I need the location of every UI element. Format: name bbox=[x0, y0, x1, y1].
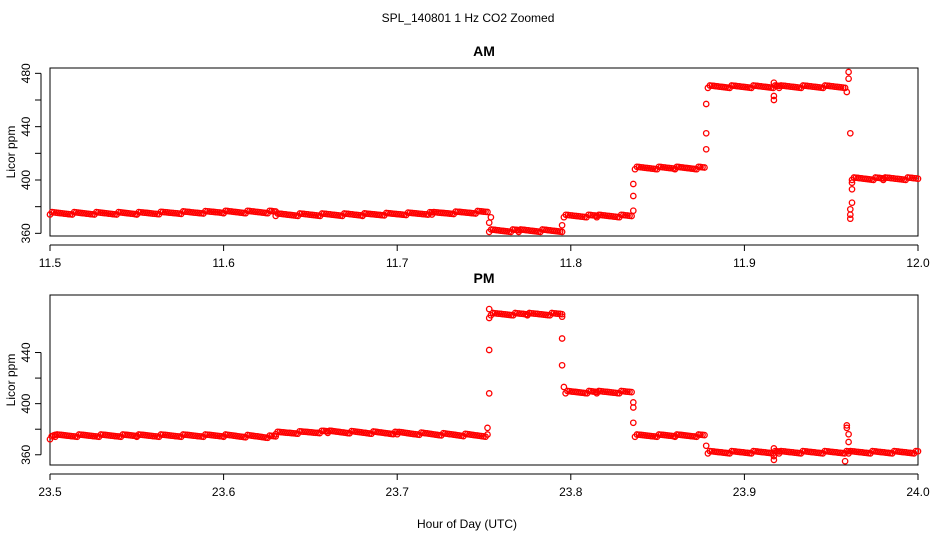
data-point bbox=[628, 388, 635, 396]
panel-am: AM Licor ppm 11.5 11.6 11.7 11.8 11.9 12.0 360 40… bbox=[4, 43, 930, 270]
data-point bbox=[843, 424, 851, 432]
data-point bbox=[629, 207, 637, 215]
x-tick-label: 23.8 bbox=[559, 485, 583, 499]
x-tick-label: 11.8 bbox=[560, 256, 583, 270]
data-point bbox=[846, 205, 854, 213]
data-point bbox=[702, 100, 710, 108]
data-point bbox=[841, 457, 849, 465]
data-point bbox=[484, 424, 491, 432]
data-point bbox=[848, 179, 856, 187]
data-point bbox=[558, 310, 566, 318]
data-point bbox=[770, 92, 778, 100]
data-point bbox=[558, 335, 566, 342]
data-series bbox=[46, 68, 922, 236]
y-tick-label: 440 bbox=[19, 342, 33, 362]
data-point bbox=[770, 452, 778, 460]
y-tick-label: 440 bbox=[19, 116, 33, 136]
data-point bbox=[770, 456, 778, 464]
panel-title: AM bbox=[473, 43, 495, 59]
data-point bbox=[485, 305, 493, 313]
data-series bbox=[46, 305, 922, 465]
data-point bbox=[848, 185, 856, 193]
data-point bbox=[629, 192, 637, 200]
data-point bbox=[701, 164, 708, 171]
data-point bbox=[845, 430, 852, 438]
y-tick-label: 480 bbox=[19, 63, 33, 83]
x-tick-label: 11.6 bbox=[212, 256, 235, 270]
data-point bbox=[845, 438, 852, 446]
data-point bbox=[629, 399, 637, 406]
y-axis-label: Licor ppm bbox=[4, 126, 18, 179]
data-point bbox=[843, 422, 851, 429]
data-point bbox=[846, 215, 854, 223]
x-tick-label: 11.5 bbox=[39, 256, 62, 270]
panel-pm: PM Licor ppm 23.5 23.6 23.7 23.8 23.9 24.0 360 40… bbox=[4, 270, 930, 499]
data-point bbox=[629, 180, 637, 188]
x-tick-label: 11.7 bbox=[386, 256, 409, 270]
data-point bbox=[848, 199, 856, 207]
data-point bbox=[843, 88, 851, 96]
data-point bbox=[485, 219, 493, 227]
data-point bbox=[558, 361, 566, 369]
data-point bbox=[701, 431, 708, 439]
data-point bbox=[770, 96, 778, 104]
data-point bbox=[485, 314, 493, 322]
data-point bbox=[845, 75, 852, 83]
data-point bbox=[770, 79, 778, 87]
plot-frame bbox=[49, 294, 919, 466]
data-point bbox=[485, 346, 493, 354]
data-point bbox=[914, 175, 922, 183]
data-point bbox=[558, 221, 566, 229]
data-point bbox=[560, 383, 568, 391]
panels: AM Licor ppm 11.5 11.6 11.7 11.8 11.9 12.0 360 40… bbox=[4, 43, 930, 499]
data-point bbox=[702, 442, 710, 450]
data-point bbox=[845, 68, 852, 76]
x-tick-label: 24.0 bbox=[906, 485, 930, 499]
data-point bbox=[484, 208, 491, 216]
data-point bbox=[770, 445, 778, 452]
data-point bbox=[485, 390, 493, 397]
data-point bbox=[702, 129, 710, 137]
data-point bbox=[914, 447, 922, 455]
y-tick-label: 360 bbox=[19, 444, 33, 464]
figure-title: SPL_140801 1 Hz CO2 Zoomed bbox=[382, 11, 555, 25]
data-point bbox=[702, 145, 710, 153]
y-tick-label: 400 bbox=[19, 393, 33, 413]
data-point bbox=[558, 313, 566, 321]
x-tick-label: 12.0 bbox=[906, 256, 930, 270]
x-axis-label: Hour of Day (UTC) bbox=[417, 517, 517, 531]
y-axis-label: Licor ppm bbox=[4, 354, 18, 407]
data-point bbox=[558, 228, 566, 236]
data-point bbox=[629, 419, 637, 427]
x-tick-label: 23.9 bbox=[733, 485, 757, 499]
y-tick-label: 360 bbox=[19, 223, 33, 243]
plot-frame bbox=[49, 67, 919, 237]
x-tick-label: 11.9 bbox=[733, 256, 756, 270]
x-tick-label: 23.6 bbox=[212, 485, 236, 499]
panel-title: PM bbox=[474, 270, 495, 286]
data-point bbox=[846, 129, 854, 137]
y-tick-label: 400 bbox=[19, 170, 33, 190]
data-point bbox=[487, 213, 495, 221]
x-tick-label: 23.5 bbox=[38, 485, 62, 499]
data-point bbox=[484, 431, 491, 438]
x-tick-label: 23.7 bbox=[386, 485, 410, 499]
